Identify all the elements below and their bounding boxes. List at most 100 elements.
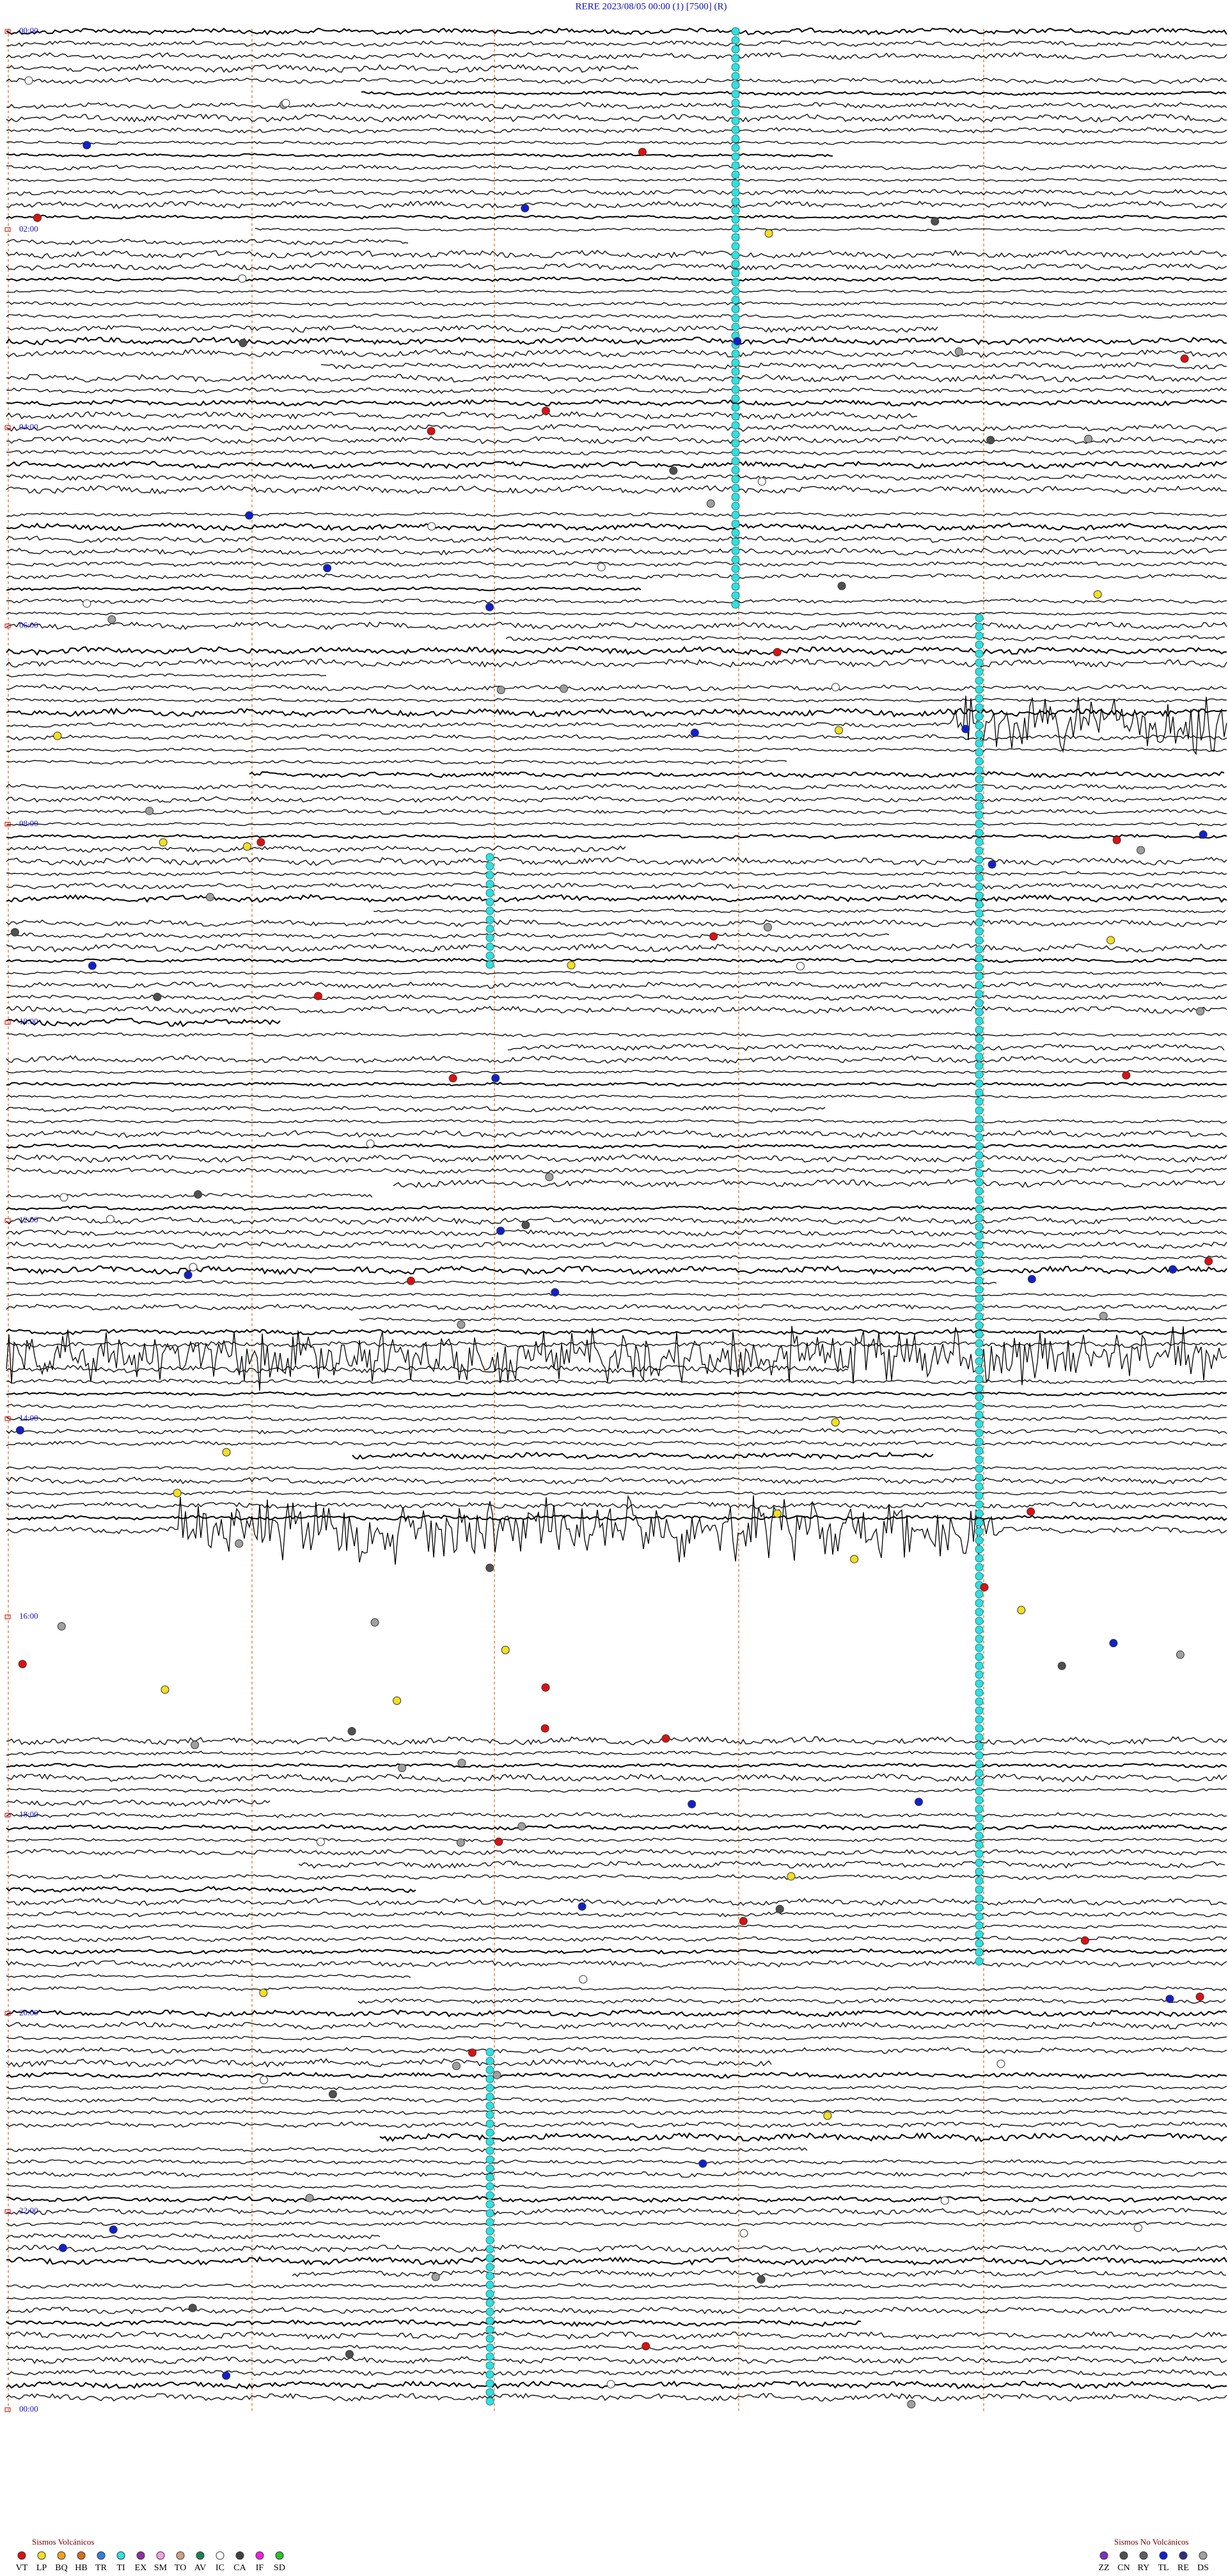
marker [975,739,984,748]
marker [975,900,984,909]
trace [6,573,1227,580]
marker [485,2101,494,2110]
marker [975,1016,984,1025]
trace [249,771,1225,778]
time-label: 00:00 [19,26,38,35]
marker [975,613,984,622]
legend-swatch [1139,2551,1148,2560]
marker [485,2227,494,2236]
marker [485,2307,494,2316]
marker [975,1151,984,1160]
marker [10,928,19,936]
marker [975,1921,984,1930]
trace [507,1043,1225,1051]
trace [6,1494,1227,1565]
marker [975,1178,984,1187]
marker [975,1733,984,1742]
legend-title: Sismos No Volcánicos [1114,2537,1189,2547]
marker [975,882,984,891]
marker [975,981,984,990]
marker [107,615,116,624]
legend-code: AV [194,2563,206,2573]
marker [731,242,740,251]
marker [975,685,984,694]
time-label: 02:00 [19,224,38,233]
marker [1109,1639,1118,1648]
marker [669,466,678,475]
marker [975,1437,984,1446]
trace [6,238,409,246]
time-label: 08:00 [19,818,38,828]
marker [485,942,494,951]
legend-code: IC [216,2563,224,2573]
marker [975,1348,984,1357]
marker [739,1916,748,1925]
marker [975,837,984,846]
marker [485,2325,494,2334]
marker [975,1742,984,1751]
marker [688,1799,697,1808]
trace [6,1824,1227,1831]
marker [245,511,254,520]
marker [494,1837,503,1846]
marker [975,1554,984,1563]
marker [191,1741,200,1750]
marker [188,2303,197,2312]
marker [975,703,984,712]
marker [975,1643,984,1652]
marker [1099,1311,1108,1320]
marker [975,1393,984,1402]
trace [6,1974,411,1979]
legend-swatch [235,2551,244,2560]
marker [975,1652,984,1661]
marker [975,1670,984,1679]
marker [731,99,740,107]
marker [975,1751,984,1760]
trace [505,635,1225,642]
legend-swatch [57,2551,66,2560]
marker [796,961,805,970]
trace [6,1886,416,1893]
marker [975,1052,984,1061]
traces [6,27,1227,2402]
marker [975,766,984,775]
marker [731,412,740,421]
marker [485,897,494,906]
marker [541,1683,550,1692]
marker [305,2193,314,2202]
marker [485,924,494,933]
marker [313,992,322,1000]
marker [975,1796,984,1805]
marker [485,2057,494,2066]
marker [975,1760,984,1769]
trace [6,52,1227,60]
marker [731,385,740,394]
marker [731,430,740,439]
marker [975,846,984,855]
marker [975,990,984,999]
trace [6,2170,1227,2178]
marker [260,2076,269,2085]
trace [6,1948,1227,1955]
trace [6,1837,1227,1842]
marker [975,1661,984,1670]
marker [1133,2224,1142,2232]
trace [6,1936,1227,1942]
trace [6,1428,1227,1435]
trace [6,1293,1227,1297]
marker [980,1583,989,1592]
trace [6,2369,1227,2376]
marker [975,1303,984,1312]
marker [975,1169,984,1178]
marker [393,1696,402,1705]
trace [352,1451,934,1460]
trace [6,2109,1227,2115]
trace [6,449,1227,456]
marker [975,1778,984,1787]
marker [731,278,740,287]
trace [6,547,1227,556]
marker [731,304,740,313]
trace [6,2233,381,2240]
marker [452,2062,461,2071]
time-label: 00:00 [19,2404,38,2414]
